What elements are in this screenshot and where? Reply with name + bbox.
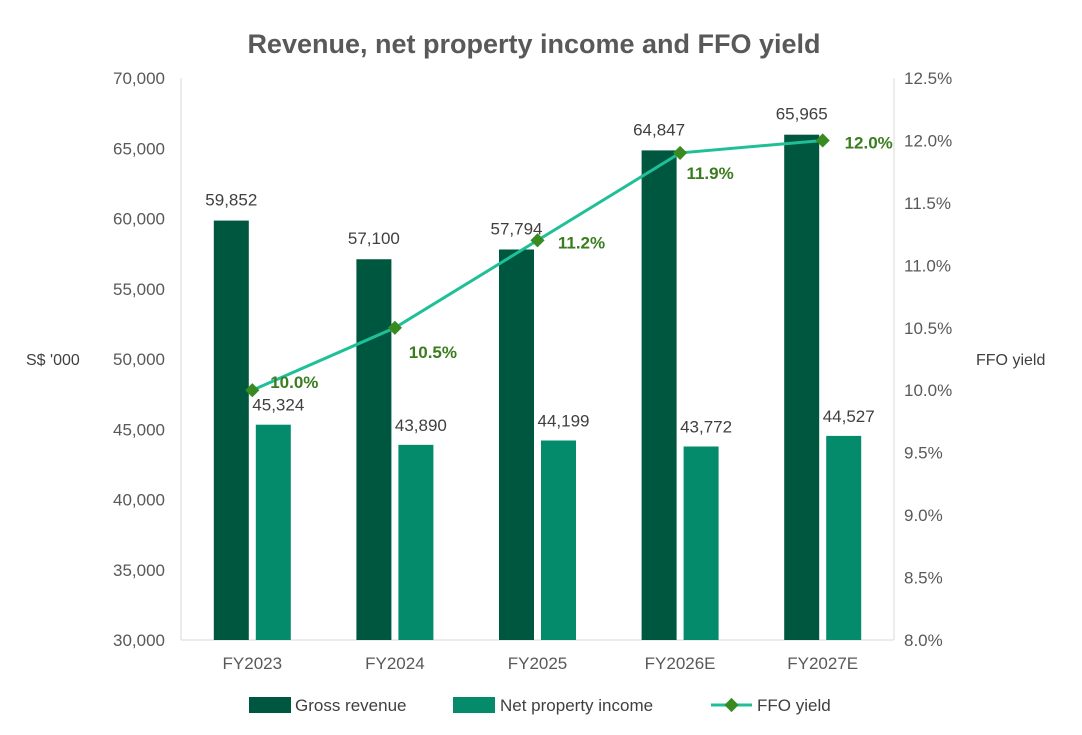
ffo-yield-line	[251, 138, 823, 392]
y2-tick-label: 12.0%	[904, 131, 952, 150]
gross-revenue-label: 57,100	[348, 229, 400, 248]
legend-label-ffo-yield: FFO yield	[757, 696, 831, 715]
y-tick-label: 40,000	[113, 491, 165, 510]
x-tick-label: FY2027E	[787, 654, 858, 673]
y-tick-label: 55,000	[113, 280, 165, 299]
y2-tick-label: 8.0%	[904, 631, 943, 650]
net-property-income-bar	[398, 444, 434, 640]
y-tick-label: 70,000	[113, 69, 165, 88]
legend-swatch-gross-revenue	[249, 697, 291, 713]
y2-tick-label: 11.0%	[904, 256, 951, 275]
net-property-income-label: 43,890	[395, 416, 447, 435]
y-tick-label: 45,000	[113, 420, 165, 439]
y-axis-title: S$ '000	[26, 352, 80, 369]
ffo-yield-marker	[815, 133, 830, 148]
gross-revenue-label: 64,847	[633, 120, 685, 139]
y2-tick-label: 12.5%	[904, 69, 952, 88]
ffo-yield-marker	[387, 320, 402, 335]
y2-axis-title: FFO yield	[976, 352, 1045, 369]
legend-label-net-property-income: Net property income	[500, 696, 653, 715]
y2-tick-label: 10.0%	[904, 381, 952, 400]
net-property-income-label: 44,199	[538, 412, 590, 431]
y-tick-label: 50,000	[113, 350, 165, 369]
y2-tick-label: 9.5%	[904, 444, 943, 463]
y-tick-label: 60,000	[113, 210, 165, 229]
ffo-yield-marker	[530, 233, 545, 248]
data-labels-group: 59,852 45,324 57,100 43,890 57,794 44,199 64,8…	[205, 105, 893, 437]
net-property-income-bar	[683, 446, 719, 640]
x-axis-ticks: FY2023 FY2024 FY2025 FY2026E FY2027E	[223, 654, 859, 673]
bars-group	[213, 134, 862, 640]
legend-swatch-ffo-marker	[724, 697, 739, 713]
gross-revenue-bar	[784, 134, 820, 640]
chart-title: Revenue, net property income and FFO yie…	[247, 29, 820, 59]
legend: Gross revenue Net property income FFO yiel…	[249, 696, 831, 715]
x-tick-label: FY2025	[508, 654, 568, 673]
net-property-income-label: 44,527	[823, 407, 875, 426]
legend-label-gross-revenue: Gross revenue	[295, 696, 407, 715]
right-axis-ticks: 8.0% 8.5% 9.0% 9.5% 10.0% 10.5% 11.0% 11.5% 12.0…	[904, 69, 952, 650]
ffo-yield-marker	[245, 383, 260, 398]
net-property-income-bar	[255, 424, 291, 640]
x-tick-label: FY2023	[223, 654, 283, 673]
left-axis-ticks: 30,000 35,000 40,000 45,000 50,000 55,000 60,0…	[113, 69, 165, 650]
gross-revenue-label: 59,852	[205, 191, 257, 210]
gross-revenue-label: 65,965	[776, 105, 828, 124]
y2-tick-label: 8.5%	[904, 569, 943, 588]
y2-tick-label: 11.5%	[904, 194, 951, 213]
net-property-income-bar	[826, 435, 862, 640]
y-tick-label: 65,000	[113, 139, 165, 158]
gross-revenue-bar	[499, 249, 534, 640]
ffo-yield-label: 10.0%	[270, 373, 318, 392]
y2-tick-label: 10.5%	[904, 319, 952, 338]
x-tick-label: FY2024	[365, 654, 425, 673]
y-tick-label: 35,000	[113, 561, 165, 580]
net-property-income-label: 45,324	[252, 396, 304, 415]
ffo-yield-label: 12.0%	[845, 133, 893, 152]
net-property-income-bar	[541, 440, 576, 640]
gross-revenue-label: 57,794	[491, 219, 543, 238]
ffo-line-group	[245, 133, 830, 398]
ffo-yield-label: 11.9%	[686, 164, 733, 183]
ffo-yield-marker	[673, 145, 688, 161]
y-tick-label: 30,000	[113, 631, 165, 650]
legend-swatch-net-property-income	[453, 697, 495, 713]
gross-revenue-bar	[213, 220, 249, 640]
net-property-income-label: 43,772	[680, 418, 732, 437]
x-tick-label: FY2026E	[645, 654, 716, 673]
ffo-yield-label: 11.2%	[558, 233, 605, 252]
gross-revenue-bar	[356, 259, 392, 640]
ffo-yield-label: 10.5%	[409, 343, 457, 362]
y2-tick-label: 9.0%	[904, 506, 943, 525]
gross-revenue-bar	[641, 150, 677, 640]
